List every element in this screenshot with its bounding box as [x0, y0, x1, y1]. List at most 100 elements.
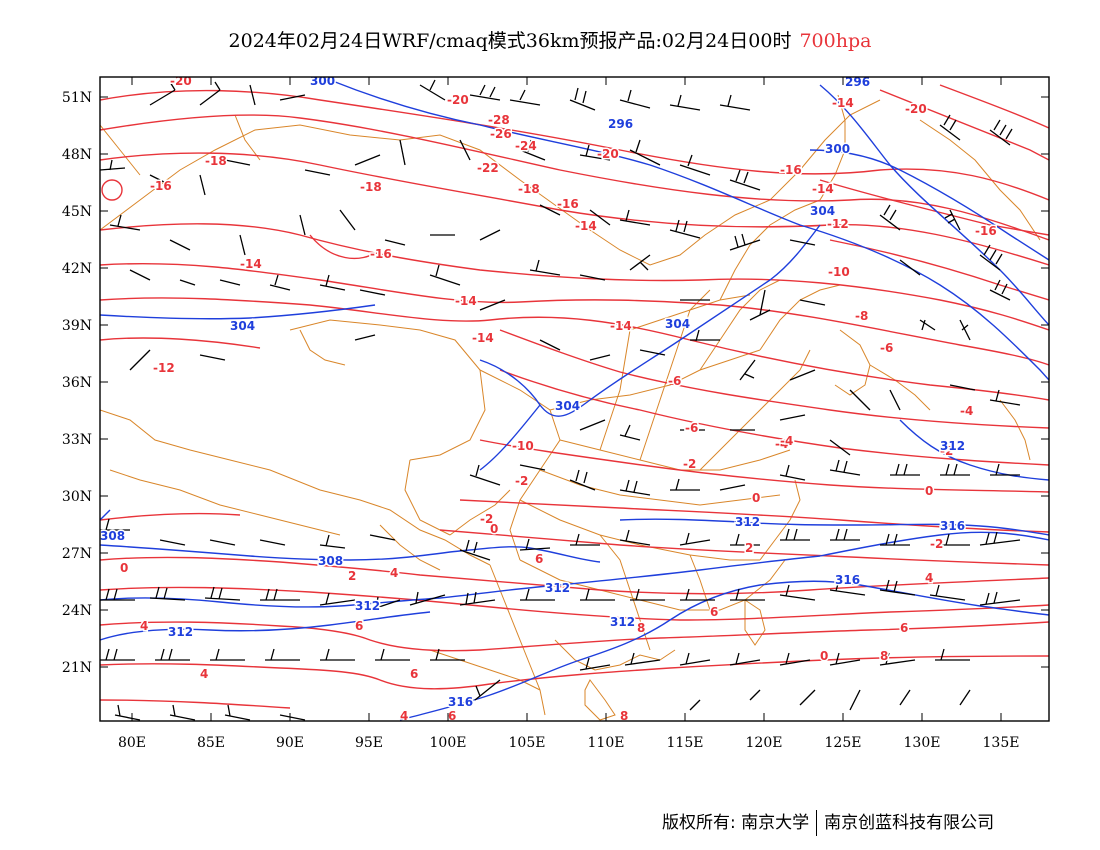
- temperature-label: 0: [752, 491, 760, 505]
- height-label: 312: [940, 439, 965, 453]
- temperature-label: -10: [828, 265, 850, 279]
- height-label: 304: [230, 319, 255, 333]
- height-label: 308: [318, 554, 343, 568]
- longitude-label: 135E: [983, 735, 1020, 751]
- longitude-label: 90E: [276, 735, 304, 751]
- longitude-label: 100E: [430, 735, 467, 751]
- temperature-label: 6: [535, 552, 543, 566]
- temperature-label: -2: [930, 537, 943, 551]
- temperature-label: -14: [455, 294, 477, 308]
- longitude-label: 85E: [197, 735, 225, 751]
- temperature-label: -4: [960, 404, 973, 418]
- latitude-label: 24N: [62, 603, 92, 619]
- chart-title: 2024年02月24日WRF/cmaq模式36km预报产品:02月24日00时 7…: [0, 26, 1100, 53]
- longitude-label: 110E: [588, 735, 625, 751]
- latitude-labels: 51N 48N 45N 42N 39N 36N 33N 30N 27N 24N 21N: [62, 90, 92, 676]
- latitude-label: 27N: [62, 546, 92, 562]
- temperature-label: -4: [775, 437, 788, 451]
- temperature-label: -20: [905, 102, 927, 116]
- height-labels: 300 296 296 300 304 304 304 304 308 308 312 312 312 3…: [100, 74, 967, 711]
- longitude-label: 95E: [355, 735, 383, 751]
- height-label: 296: [608, 117, 633, 131]
- temperature-label: 6: [448, 709, 456, 723]
- longitude-label: 130E: [904, 735, 941, 751]
- height-label: 312: [610, 615, 635, 629]
- temperature-label: 6: [355, 619, 363, 633]
- temperature-label: 6: [710, 605, 718, 619]
- temperature-label: -16: [370, 247, 392, 261]
- temperature-label: -24: [515, 139, 537, 153]
- height-label: 316: [448, 695, 473, 709]
- height-label: 304: [665, 317, 690, 331]
- temperature-label: -18: [518, 182, 540, 196]
- temperature-label: -16: [780, 163, 802, 177]
- latitude-label: 42N: [62, 261, 92, 277]
- longitude-label: 80E: [118, 735, 146, 751]
- temperature-label: -6: [880, 341, 893, 355]
- temperature-label: -18: [360, 180, 382, 194]
- temperature-label: -18: [205, 154, 227, 168]
- temperature-label: -2: [480, 512, 493, 526]
- temperature-label: -16: [557, 197, 579, 211]
- height-label: 296: [845, 75, 870, 89]
- height-label: 300: [310, 74, 335, 88]
- height-label: 304: [555, 399, 580, 413]
- temperature-labels: -20-20-28-26-24-22-20-18-18 -18-20-16-16-…: [119, 74, 999, 723]
- footer-divider: [816, 810, 818, 836]
- longitude-labels: 80E 85E 90E 95E 100E 105E 110E 115E 120E 125E 130E…: [118, 735, 1020, 751]
- height-label: 316: [835, 573, 860, 587]
- temperature-label: 6: [410, 667, 418, 681]
- temperature-label: 4: [140, 619, 148, 633]
- temperature-label: -14: [610, 319, 632, 333]
- temperature-label: -14: [575, 219, 597, 233]
- axis-ticks: [100, 77, 1049, 721]
- height-label: 316: [940, 519, 965, 533]
- temperature-contours: [100, 84, 1049, 709]
- temperature-label: -2: [515, 474, 528, 488]
- temperature-label: 4: [200, 667, 208, 681]
- temperature-label: -8: [855, 309, 868, 323]
- title-main: 2024年02月24日WRF/cmaq模式36km预报产品:02月24日00时: [228, 30, 792, 52]
- height-label: 312: [735, 515, 760, 529]
- temperature-label: -22: [477, 161, 499, 175]
- temperature-label: -14: [832, 96, 854, 110]
- temperature-label: 8: [880, 649, 888, 663]
- temperature-label: -2: [683, 457, 696, 471]
- pressure-level: 700hpa: [799, 30, 872, 52]
- height-label: 304: [810, 204, 835, 218]
- temperature-label: -14: [812, 182, 834, 196]
- temperature-label: -2: [940, 444, 953, 458]
- temperature-label: 2: [348, 569, 356, 583]
- temperature-label: 0: [820, 649, 828, 663]
- temperature-label: -16: [975, 224, 997, 238]
- height-label: 300: [825, 142, 850, 156]
- temperature-label: 8: [637, 621, 645, 635]
- temperature-label: -20: [170, 74, 192, 88]
- temperature-label: -6: [668, 374, 681, 388]
- height-contours: [100, 79, 1049, 721]
- temperature-label: -16: [150, 179, 172, 193]
- copyright-right: 南京创蓝科技有限公司: [824, 813, 995, 833]
- map-content: -20-20-28-26-24-22-20-18-18 -18-20-16-16-…: [100, 74, 1049, 723]
- latitude-label: 39N: [62, 318, 92, 334]
- temperature-label: -12: [153, 361, 175, 375]
- latitude-label: 48N: [62, 147, 92, 163]
- latitude-label: 33N: [62, 432, 92, 448]
- temperature-label: -12: [827, 217, 849, 231]
- temperature-label: -20: [447, 93, 469, 107]
- longitude-label: 125E: [825, 735, 862, 751]
- longitude-label: 115E: [667, 735, 704, 751]
- latitude-label: 21N: [62, 660, 92, 676]
- temperature-label: -4: [780, 434, 793, 448]
- temperature-label: 2: [745, 541, 753, 555]
- temperature-label: 0: [120, 561, 128, 575]
- map-frame: [99, 76, 1050, 722]
- temperature-label: -14: [240, 257, 262, 271]
- temperature-label: 4: [400, 709, 408, 723]
- height-label: 308: [100, 529, 125, 543]
- temperature-label: -6: [685, 421, 698, 435]
- copyright-left: 版权所有: 南京大学: [662, 813, 810, 833]
- longitude-label: 105E: [509, 735, 546, 751]
- copyright-footer: 版权所有: 南京大学 南京创蓝科技有限公司: [662, 808, 994, 836]
- temperature-label: 4: [925, 571, 933, 585]
